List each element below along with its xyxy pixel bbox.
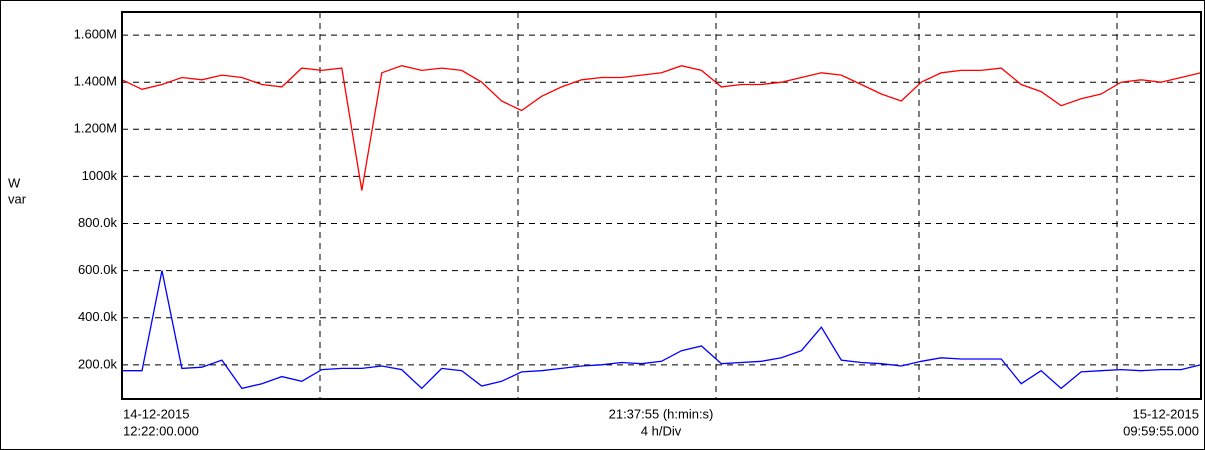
series-line	[121, 65, 1202, 191]
y-tick-label: 1.200M	[74, 121, 117, 136]
y-tick-label: 400.0k	[78, 309, 118, 324]
x-start-time: 12:22:00.000	[123, 423, 199, 438]
y-tick-label: 1.600M	[74, 27, 117, 42]
x-end-time: 09:59:55.000	[1123, 423, 1199, 438]
y-tick-label: 1000k	[82, 168, 118, 183]
x-division: 4 h/Div	[641, 423, 682, 438]
x-start-date: 14-12-2015	[123, 406, 190, 421]
y-tick-label: 600.0k	[78, 262, 118, 277]
y-tick-label: 1.400M	[74, 74, 117, 89]
y-tick-label: 200.0k	[78, 356, 118, 371]
vertical-grid	[319, 12, 1118, 399]
y-tick-label: 800.0k	[78, 215, 118, 230]
x-mid-time: 21:37:55 (h:min:s)	[609, 406, 714, 421]
y-label: W	[8, 175, 21, 190]
x-end-date: 15-12-2015	[1133, 406, 1200, 421]
y-label: var	[8, 191, 27, 206]
series-line	[122, 270, 1202, 390]
plot-border	[121, 11, 1202, 400]
